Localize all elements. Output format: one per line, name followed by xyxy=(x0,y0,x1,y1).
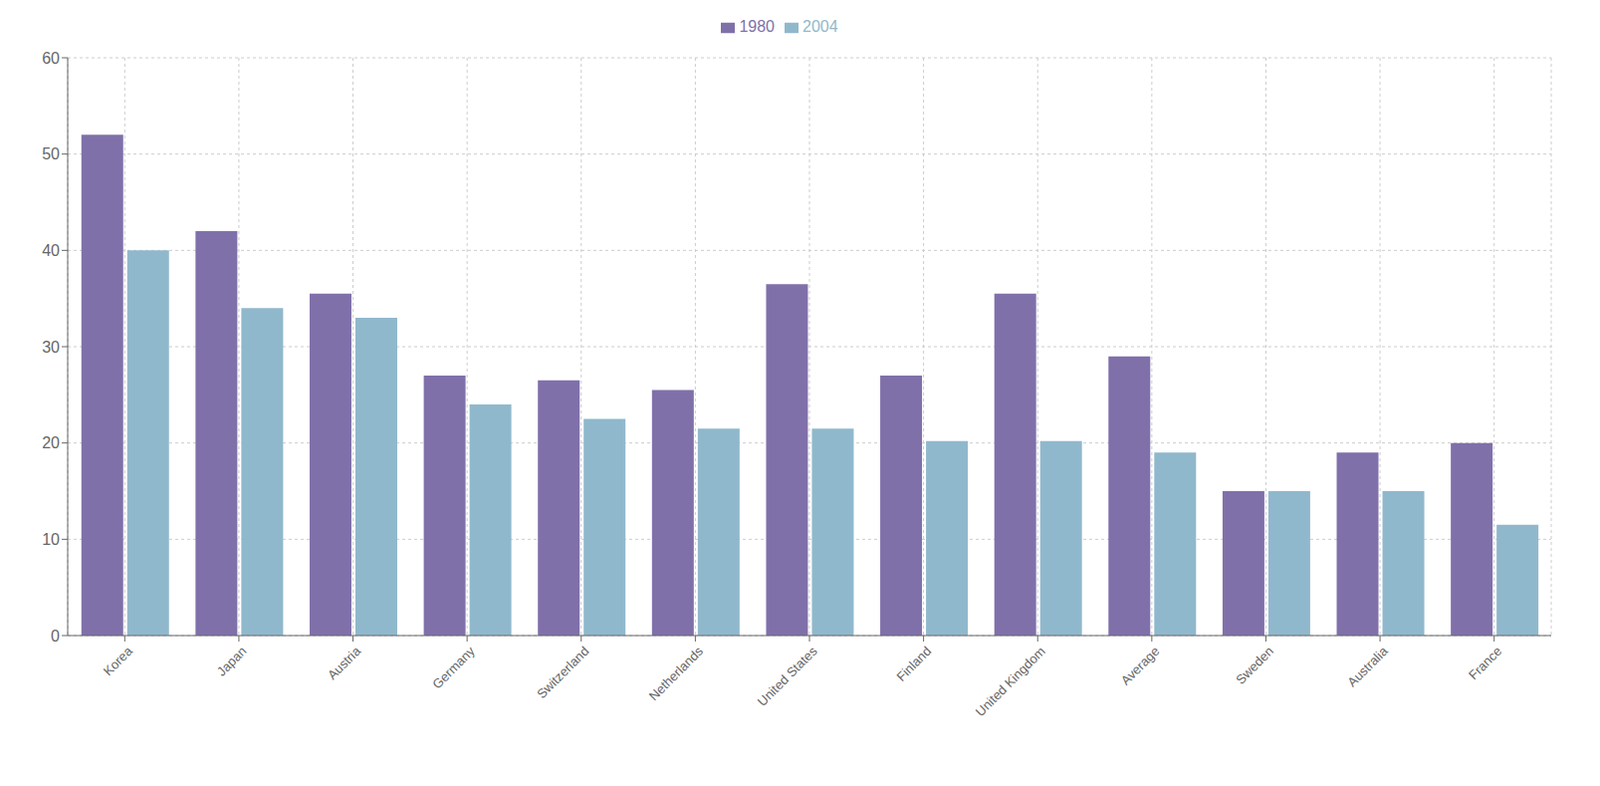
svg-text:Netherlands: Netherlands xyxy=(646,643,707,704)
svg-text:Switzerland: Switzerland xyxy=(533,643,592,701)
svg-text:France: France xyxy=(1465,643,1505,683)
svg-text:30: 30 xyxy=(41,338,60,356)
svg-text:Austria: Austria xyxy=(324,642,365,683)
svg-text:United Kingdom: United Kingdom xyxy=(972,643,1049,719)
svg-text:40: 40 xyxy=(41,241,60,259)
svg-text:United States: United States xyxy=(754,643,821,709)
svg-text:Australia: Australia xyxy=(1344,642,1391,689)
svg-text:50: 50 xyxy=(41,145,60,163)
html-text:2004: 2004 xyxy=(802,17,838,35)
svg-text:20: 20 xyxy=(41,434,60,452)
svg-text:60: 60 xyxy=(41,49,60,67)
svg-text:Germany: Germany xyxy=(429,643,478,692)
svg-text:Sweden: Sweden xyxy=(1232,643,1277,687)
svg-text:Finland: Finland xyxy=(893,643,934,685)
svg-text:Korea: Korea xyxy=(100,642,137,679)
svg-text:Japan: Japan xyxy=(214,643,250,680)
html-text:1980: 1980 xyxy=(739,17,775,35)
svg-text:10: 10 xyxy=(41,530,60,548)
svg-text:0: 0 xyxy=(50,627,60,645)
svg-text:Average: Average xyxy=(1118,643,1163,688)
